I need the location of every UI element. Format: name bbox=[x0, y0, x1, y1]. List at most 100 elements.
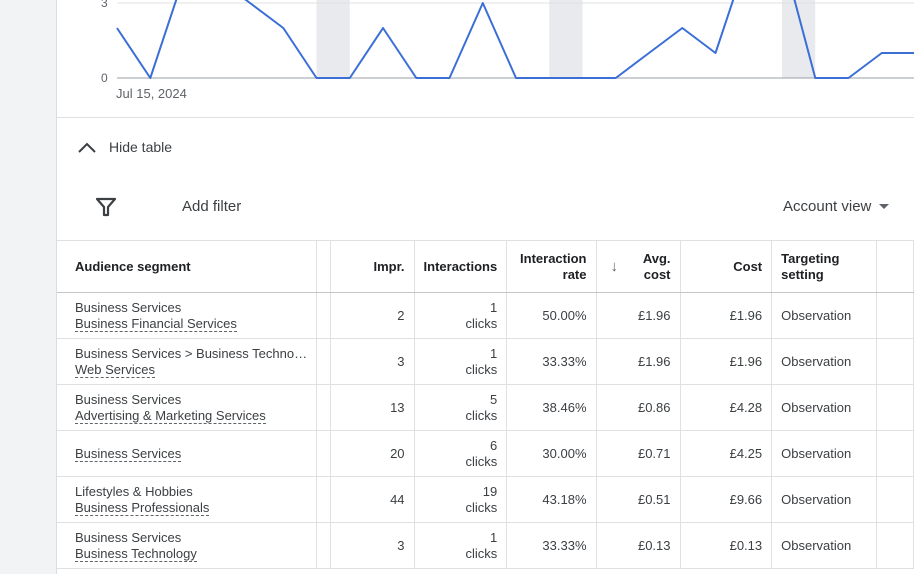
segment-parent: Business Services bbox=[75, 299, 182, 315]
chevron-up-icon bbox=[78, 142, 96, 153]
segment-name-link[interactable]: Business Services bbox=[75, 445, 182, 462]
impr-cell: 3 bbox=[330, 338, 415, 385]
cost-cell: £1.96 bbox=[680, 338, 773, 385]
column-header-interaction-rate[interactable]: Interaction rate bbox=[506, 240, 597, 293]
interactions-count: 5 bbox=[489, 391, 498, 407]
next-cell bbox=[876, 292, 914, 339]
segment-cell: Business Services Business Financial Serv… bbox=[57, 292, 318, 339]
column-divider bbox=[316, 338, 331, 385]
interactions-count: 19 bbox=[482, 483, 498, 499]
cost-cell: £1.96 bbox=[680, 292, 773, 339]
segment-parent: Business Services > Business Techno… bbox=[75, 345, 308, 361]
column-divider bbox=[316, 292, 331, 339]
interaction-rate-cell: 43.18% bbox=[506, 476, 597, 523]
interactions-unit: clicks bbox=[465, 361, 498, 377]
column-header-interactions[interactable]: Interactions bbox=[414, 240, 508, 293]
hide-table-label: Hide table bbox=[109, 139, 173, 155]
segment-name-link[interactable]: Business Professionals bbox=[75, 499, 210, 516]
targeting-setting-cell: Observation bbox=[771, 430, 878, 477]
interactions-unit: clicks bbox=[465, 407, 498, 423]
segment-parent: Lifestyles & Hobbies bbox=[75, 483, 193, 499]
column-header-targeting-setting[interactable]: Targeting setting bbox=[771, 240, 878, 293]
column-header-avg-cost[interactable]: ↓ Avg. cost bbox=[596, 240, 681, 293]
interactions-unit: clicks bbox=[465, 545, 498, 561]
filter-bar: Add filter Account view bbox=[57, 190, 914, 226]
table-row[interactable]: Lifestyles & Hobbies Business Professiona… bbox=[57, 476, 914, 523]
table-row[interactable]: Business Services Business Technology 3 1 cl… bbox=[57, 522, 914, 569]
interactions-cell: 6 clicks bbox=[414, 430, 508, 477]
y-tick-label: 0 bbox=[101, 71, 108, 85]
targeting-setting-cell: Observation bbox=[771, 522, 878, 569]
add-filter-button[interactable]: Add filter bbox=[182, 198, 242, 215]
dropdown-caret-icon bbox=[879, 204, 890, 209]
interactions-count: 1 bbox=[489, 529, 498, 545]
table-header-row: Audience segment Impr. Interactions Inte… bbox=[57, 240, 914, 293]
segment-cell: Business Services Advertising & Marketing… bbox=[57, 384, 318, 431]
next-cell bbox=[876, 522, 914, 569]
column-divider[interactable] bbox=[316, 240, 331, 293]
series-line[interactable] bbox=[116, 0, 914, 79]
segment-cell: Lifestyles & Hobbies Business Professiona… bbox=[57, 476, 318, 523]
impr-cell: 44 bbox=[330, 476, 415, 523]
header-line: cost bbox=[643, 266, 671, 282]
interactions-count: 6 bbox=[489, 437, 498, 453]
interactions-cell: 5 clicks bbox=[414, 384, 508, 431]
column-header-impr[interactable]: Impr. bbox=[330, 240, 415, 293]
x-tick-label: Jul 15, 2024 bbox=[116, 86, 187, 101]
interaction-rate-cell: 30.00% bbox=[506, 430, 597, 477]
impr-cell: 3 bbox=[330, 522, 415, 569]
column-header-next[interactable] bbox=[876, 240, 914, 293]
avg-cost-cell: £1.96 bbox=[596, 292, 681, 339]
table-row[interactable]: Business Services > Business Techno… Web … bbox=[57, 338, 914, 385]
filter-icon[interactable] bbox=[95, 196, 117, 223]
cost-cell: £4.25 bbox=[680, 430, 773, 477]
targeting-setting-cell: Observation bbox=[771, 384, 878, 431]
segment-name-link[interactable]: Business Financial Services bbox=[75, 315, 237, 332]
avg-cost-cell: £0.13 bbox=[596, 522, 681, 569]
cost-cell: £0.13 bbox=[680, 522, 773, 569]
table-row[interactable]: Business Services 20 6 clicks 30.00% £0.71 £4.… bbox=[57, 430, 914, 477]
column-divider bbox=[316, 430, 331, 477]
account-view-label: Account view bbox=[783, 198, 872, 215]
header-line: Interaction bbox=[520, 250, 587, 266]
sort-descending-icon: ↓ bbox=[610, 258, 619, 275]
interactions-cell: 1 clicks bbox=[414, 338, 508, 385]
segment-cell: Business Services Business Technology bbox=[57, 522, 318, 569]
interactions-unit: clicks bbox=[465, 315, 498, 331]
weekend-band bbox=[316, 0, 350, 78]
table-row[interactable]: Business Services Business Financial Serv… bbox=[57, 292, 914, 339]
avg-cost-cell: £0.71 bbox=[596, 430, 681, 477]
avg-cost-cell: £0.51 bbox=[596, 476, 681, 523]
segment-name-link[interactable]: Business Technology bbox=[75, 545, 197, 562]
column-header-cost[interactable]: Cost bbox=[680, 240, 773, 293]
next-cell bbox=[876, 338, 914, 385]
line-chart-svg bbox=[116, 0, 914, 79]
y-tick-label: 3 bbox=[101, 0, 108, 10]
next-cell bbox=[876, 384, 914, 431]
targeting-setting-cell: Observation bbox=[771, 338, 878, 385]
hide-table-toggle[interactable]: Hide table bbox=[77, 137, 172, 157]
account-view-dropdown[interactable]: Account view bbox=[783, 198, 890, 215]
interactions-unit: clicks bbox=[465, 453, 498, 469]
cost-cell: £9.66 bbox=[680, 476, 773, 523]
impr-cell: 13 bbox=[330, 384, 415, 431]
table-row[interactable]: Business Services Advertising & Marketing… bbox=[57, 384, 914, 431]
header-line: setting bbox=[781, 266, 824, 282]
interactions-cell: 19 clicks bbox=[414, 476, 508, 523]
segment-name-link[interactable]: Advertising & Marketing Services bbox=[75, 407, 266, 424]
interaction-rate-cell: 33.33% bbox=[506, 522, 597, 569]
segment-cell: Business Services bbox=[57, 430, 318, 477]
cost-cell: £4.28 bbox=[680, 384, 773, 431]
column-header-audience-segment[interactable]: Audience segment bbox=[57, 240, 318, 293]
segment-name-link[interactable]: Web Services bbox=[75, 361, 155, 378]
next-cell bbox=[876, 476, 914, 523]
header-line: Avg. bbox=[642, 250, 671, 266]
header-line: rate bbox=[562, 266, 587, 282]
targeting-setting-cell: Observation bbox=[771, 292, 878, 339]
column-divider bbox=[316, 476, 331, 523]
avg-cost-cell: £1.96 bbox=[596, 338, 681, 385]
avg-cost-cell: £0.86 bbox=[596, 384, 681, 431]
interactions-cell: 1 clicks bbox=[414, 292, 508, 339]
report-panel: 3 0 Jul 15, 2024 Hide table Add filter A… bbox=[56, 0, 914, 574]
next-cell bbox=[876, 430, 914, 477]
